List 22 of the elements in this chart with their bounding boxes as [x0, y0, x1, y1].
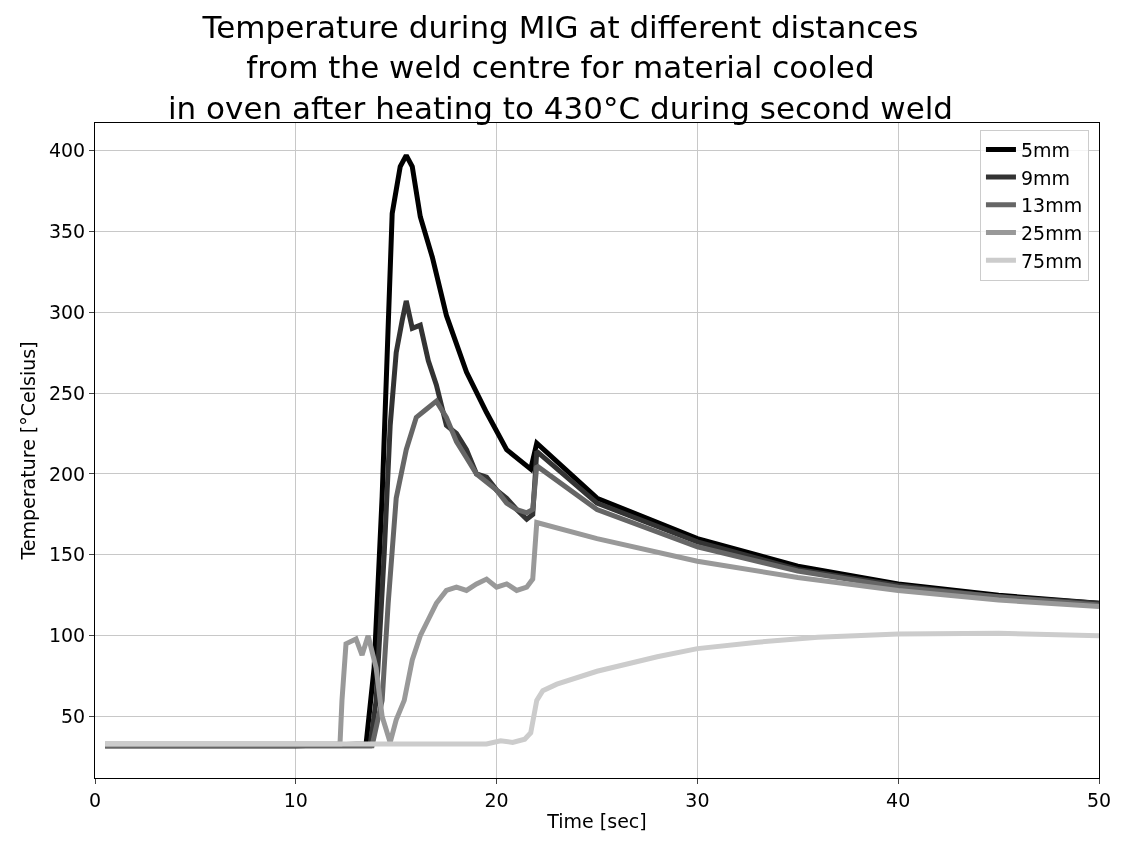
legend-label: 5mm: [1020, 138, 1071, 161]
y-tick-label: 100: [48, 624, 86, 647]
x-tick-label: 20: [484, 788, 509, 811]
x-axis-title: Time [sec]: [546, 809, 647, 832]
y-tick-label: 300: [48, 300, 86, 323]
x-tick-label: 10: [283, 788, 308, 811]
y-axis-title: Temperature [°Celsius]: [16, 341, 39, 561]
x-tick-label: 40: [886, 788, 911, 811]
chart-title: Temperature during MIG at different distances from the weld centre for material cooled in oven after heating to 430°C during second weld: [168, 8, 953, 126]
x-tick-label: 50: [1086, 788, 1112, 811]
legend-label: 9mm: [1020, 166, 1071, 189]
legend-label: 13mm: [1020, 194, 1083, 217]
y-tick-label: 200: [48, 462, 86, 485]
y-tick-label: 150: [48, 543, 86, 566]
x-tick-label: 0: [88, 788, 102, 811]
y-tick-label: 250: [48, 381, 86, 404]
x-tick-label: 30: [685, 788, 710, 811]
y-tick-label: 50: [61, 705, 86, 728]
y-tick-label: 400: [48, 139, 86, 162]
y-tick-label: 350: [48, 220, 86, 243]
legend-label: 25mm: [1020, 221, 1083, 244]
legend-label: 75mm: [1020, 249, 1083, 272]
